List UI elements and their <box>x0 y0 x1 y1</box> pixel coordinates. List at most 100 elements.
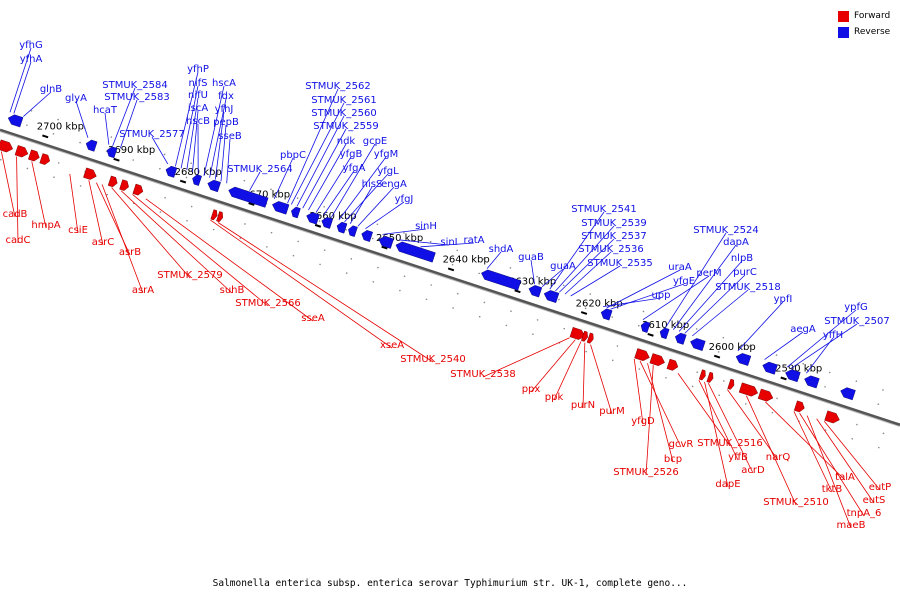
reverse-gene-arrow-14 <box>361 230 373 242</box>
dot-marker <box>509 267 512 269</box>
forward-swatch <box>838 10 849 22</box>
reverse-gene-arrow-11 <box>321 217 334 229</box>
reverse-gene-fdx-leader <box>209 98 227 178</box>
forward-gene-stmuk-2566-label: STMUK_2566 <box>235 298 300 309</box>
reverse-gene-stmuk-2564-label: STMUK_2564 <box>227 164 292 175</box>
reverse-gene-arrow-20 <box>600 308 613 321</box>
reverse-gene-arrow-27 <box>785 369 801 383</box>
forward-gene-narq-label: narQ <box>766 452 791 463</box>
reverse-gene-arrow-12 <box>336 221 348 234</box>
tick-label: 2690 kbp <box>108 145 155 156</box>
dot-marker <box>296 197 299 199</box>
forward-gene-stmuk-2579-label: STMUK_2579 <box>157 270 222 281</box>
dot-marker <box>425 298 428 301</box>
dot-marker <box>616 345 619 347</box>
reverse-gene-stmuk-2536-label: STMUK_2536 <box>578 244 643 255</box>
legend: Forward Reverse <box>838 9 890 41</box>
dot-marker <box>371 237 374 240</box>
reverse-gene-yfhp-leader <box>174 71 199 167</box>
dot-marker <box>318 220 321 222</box>
dot-marker <box>510 310 512 312</box>
reverse-gene-aega-leader <box>764 331 804 360</box>
reverse-gene-hiss-leader <box>349 186 373 224</box>
reverse-gene-arrow-25 <box>735 353 752 366</box>
reverse-gene-hcat-leader <box>104 112 110 145</box>
reverse-gene-ypfg-leader <box>787 309 857 368</box>
forward-gene-gcvr-label: gcvR <box>669 439 694 450</box>
forward-gene-ppx-label: ppx <box>522 384 541 395</box>
reverse-gene-nifu-label: nifU <box>188 90 208 101</box>
reverse-gene-stmuk-2541-label: STMUK_2541 <box>571 204 636 215</box>
reverse-gene-stmuk-2507-label: STMUK_2507 <box>824 316 889 327</box>
dot-marker <box>323 249 326 251</box>
reverse-gene-arrow-19 <box>543 290 560 303</box>
dot-marker <box>185 176 188 179</box>
dot-marker <box>323 206 326 208</box>
dot-marker <box>163 153 166 156</box>
reverse-gene-perm-leader <box>642 275 710 321</box>
reverse-gene-isca-label: iscA <box>188 103 208 114</box>
forward-gene-yfgd-label: yfgD <box>631 416 655 427</box>
forward-gene-tktb-leader <box>793 411 833 493</box>
dot-marker <box>403 275 406 278</box>
forward-gene-arrow-4 <box>39 153 51 165</box>
dot-marker <box>691 385 694 388</box>
forward-gene-cadc-leader <box>16 156 19 244</box>
reverse-gene-hsca-leader <box>203 85 225 176</box>
dot-marker <box>611 316 614 318</box>
reverse-gene-nifu-leader <box>186 97 199 171</box>
forward-gene-asra-label: asrA <box>132 285 154 296</box>
forward-gene-arrow-3 <box>28 149 40 162</box>
dot-marker <box>749 345 751 348</box>
reverse-gene-yfgj-leader <box>365 201 405 230</box>
tick-mark <box>780 376 787 381</box>
reverse-gene-enga-label: engA <box>381 179 407 190</box>
reverse-gene-hcat-label: hcaT <box>93 105 118 116</box>
reverse-gene-stmuk-2577-leader <box>151 136 169 165</box>
reverse-gene-pepb-label: pepB <box>213 117 239 128</box>
dot-marker <box>878 446 880 449</box>
dot-marker <box>430 284 432 286</box>
dot-marker <box>345 228 347 231</box>
forward-gene-stmuk-2538-leader <box>482 337 570 378</box>
tick-mark <box>580 311 588 315</box>
reverse-gene-stmuk-2541-leader <box>549 211 605 290</box>
dot-marker <box>451 263 454 266</box>
reverse-gene-glnb-label: glnB <box>40 84 62 95</box>
dot-marker <box>79 185 82 187</box>
dot-marker <box>723 380 725 382</box>
dot-marker <box>695 328 698 330</box>
dot-marker <box>824 385 826 388</box>
reverse-gene-yfgb-leader <box>315 156 352 213</box>
forward-gene-stmuk-2566-leader <box>132 194 269 307</box>
dot-marker <box>0 158 2 161</box>
forward-gene-arrow-17 <box>698 369 706 381</box>
dot-marker <box>717 351 720 353</box>
reverse-gene-stmuk-2524-leader <box>665 232 727 328</box>
tick-mark <box>314 223 322 228</box>
dot-marker <box>186 219 188 222</box>
reverse-gene-stmuk-2507-leader <box>790 323 858 369</box>
dot-marker <box>297 240 299 243</box>
forward-gene-arrow-19 <box>727 378 735 390</box>
reverse-gene-hscb-label: hscB <box>186 116 210 127</box>
forward-gene-arrow-8 <box>132 183 144 196</box>
reverse-gene-yfgb-label: yfgB <box>340 149 363 160</box>
dot-marker <box>478 272 480 275</box>
dot-marker <box>562 284 565 287</box>
forward-gene-arrow-14 <box>634 348 650 362</box>
forward-gene-narq-leader <box>727 389 779 461</box>
dot-marker <box>882 432 885 435</box>
dot-marker <box>882 389 884 391</box>
reverse-gene-yfgm-label: yfgM <box>374 149 398 160</box>
dot-marker <box>536 275 538 278</box>
forward-gene-arrow-18 <box>706 371 714 383</box>
dot-marker <box>429 240 432 243</box>
forward-gene-arrow-13 <box>586 332 594 344</box>
reverse-gene-stmuk-2518-leader <box>692 289 749 337</box>
dot-marker <box>403 232 405 234</box>
forward-gene-purn-label: purN <box>571 400 595 411</box>
dot-marker <box>776 397 778 400</box>
forward-gene-arrow-9 <box>210 209 218 221</box>
reverse-gene-arrow-13 <box>348 225 358 237</box>
